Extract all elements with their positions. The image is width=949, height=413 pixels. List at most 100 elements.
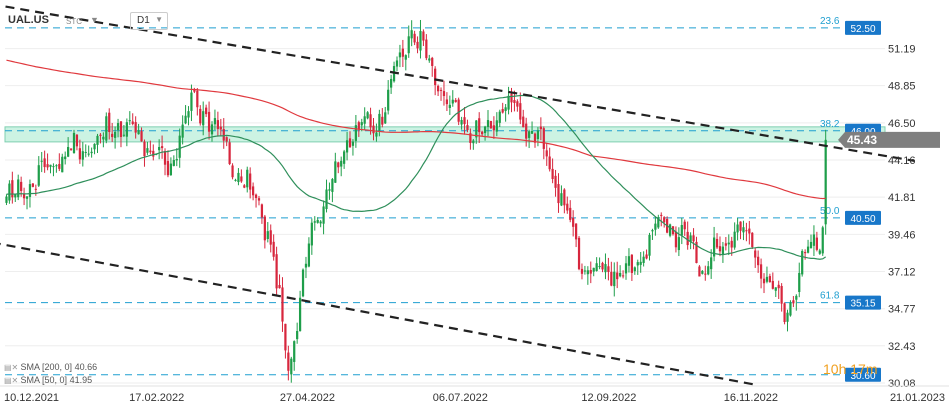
- candle-body: [533, 133, 537, 143]
- candle-body: [516, 101, 519, 107]
- candle-body: [363, 116, 366, 124]
- candle-body: [519, 103, 522, 120]
- candle-body: [199, 108, 202, 124]
- candle-body: [569, 207, 572, 220]
- candle-body: [624, 263, 628, 274]
- candle-timer: 10h 17m: [823, 361, 878, 377]
- candles-layer: [5, 19, 827, 383]
- candle-body: [52, 166, 55, 168]
- candle-body: [712, 237, 716, 257]
- candle-body: [237, 172, 240, 183]
- settings-icon[interactable]: ▤✕: [4, 376, 19, 385]
- candle-body: [525, 123, 528, 139]
- candle-body: [290, 358, 293, 375]
- candle-body: [704, 273, 707, 275]
- last-price-text: 45.43: [847, 133, 877, 147]
- candle-body: [272, 241, 275, 257]
- candle-body: [630, 254, 634, 273]
- candle-body: [448, 104, 451, 108]
- y-tick-label: 41.81: [888, 192, 916, 204]
- x-tick-label: 12.09.2022: [581, 392, 636, 404]
- candle-body: [733, 231, 736, 248]
- candle-body: [67, 146, 70, 157]
- candle-body: [510, 93, 513, 103]
- candle-body: [595, 263, 598, 271]
- candle-body: [454, 99, 457, 103]
- candle-body: [701, 270, 704, 274]
- candle-body: [513, 100, 516, 104]
- candle-body: [821, 227, 824, 254]
- candle-body: [721, 246, 725, 255]
- candle-body: [759, 264, 763, 279]
- candle-body: [49, 164, 52, 167]
- candle-body: [304, 263, 308, 268]
- x-tick-label: 21.01.2023: [890, 392, 945, 404]
- candle-body: [677, 237, 680, 251]
- candle-body: [560, 193, 563, 206]
- candle-body: [34, 188, 37, 190]
- candle-body: [795, 295, 798, 300]
- candle-body: [131, 121, 134, 125]
- candle-body: [72, 132, 76, 154]
- level-price-text: 52.50: [850, 24, 875, 35]
- candle-body: [798, 272, 801, 293]
- candle-body: [275, 254, 278, 289]
- candle-body: [707, 266, 710, 275]
- candle-body: [501, 109, 504, 113]
- candle-body: [205, 107, 208, 115]
- candle-body: [216, 120, 219, 129]
- timeframe-select[interactable]: D1 ▼: [130, 12, 168, 30]
- legend-sma50-value: 41.95: [69, 375, 93, 385]
- candle-body: [249, 173, 252, 190]
- candle-body: [93, 143, 96, 150]
- candle-body: [128, 120, 131, 122]
- candle-body: [343, 151, 346, 164]
- fib-ratio-label: 38.2: [820, 119, 840, 130]
- symbol-tag: STC: [66, 17, 82, 26]
- candle-body: [680, 225, 683, 236]
- candle-body: [589, 270, 592, 274]
- candle-body: [789, 302, 792, 316]
- legend-sma50[interactable]: ▤✕ SMA [50, 0] 41.95: [4, 375, 92, 385]
- candle-body: [75, 134, 79, 147]
- y-tick-label: 48.85: [888, 81, 916, 93]
- symbol-label[interactable]: UAL.US: [8, 14, 49, 26]
- candle-body: [748, 228, 751, 234]
- legend-sma200[interactable]: ▤✕ SMA [200, 0] 40.66: [4, 362, 97, 372]
- candle-body: [360, 122, 363, 126]
- candle-body: [152, 150, 155, 157]
- candle-body: [668, 224, 672, 236]
- candle-body: [751, 232, 754, 248]
- candle-body: [783, 303, 786, 322]
- candle-body: [293, 341, 296, 362]
- candle-body: [354, 125, 357, 141]
- settings-icon[interactable]: ▤✕: [4, 363, 19, 372]
- candle-body: [322, 206, 325, 224]
- candle-body: [240, 176, 243, 182]
- candle-body: [22, 193, 26, 199]
- candle-body: [580, 268, 584, 274]
- candle-body: [266, 231, 269, 240]
- candle-body: [202, 111, 205, 126]
- candle-body: [639, 261, 642, 265]
- candle-body: [765, 276, 769, 282]
- candle-body: [692, 235, 695, 242]
- candle-body: [539, 126, 542, 130]
- chevron-down-icon[interactable]: ▼: [90, 15, 99, 25]
- candle-body: [160, 146, 164, 149]
- candle-body: [392, 66, 396, 82]
- fib-ratio-label: 50.0: [820, 206, 840, 217]
- candle-body: [125, 122, 128, 137]
- x-tick-label: 10.12.2021: [4, 392, 59, 404]
- candle-body: [149, 150, 152, 153]
- candle-body: [401, 48, 404, 57]
- candle-body: [577, 237, 581, 270]
- candle-body: [566, 203, 569, 211]
- candle-body: [422, 31, 425, 41]
- candle-body: [407, 36, 410, 54]
- candle-body: [572, 217, 575, 227]
- candle-body: [607, 266, 610, 272]
- candle-body: [557, 184, 560, 204]
